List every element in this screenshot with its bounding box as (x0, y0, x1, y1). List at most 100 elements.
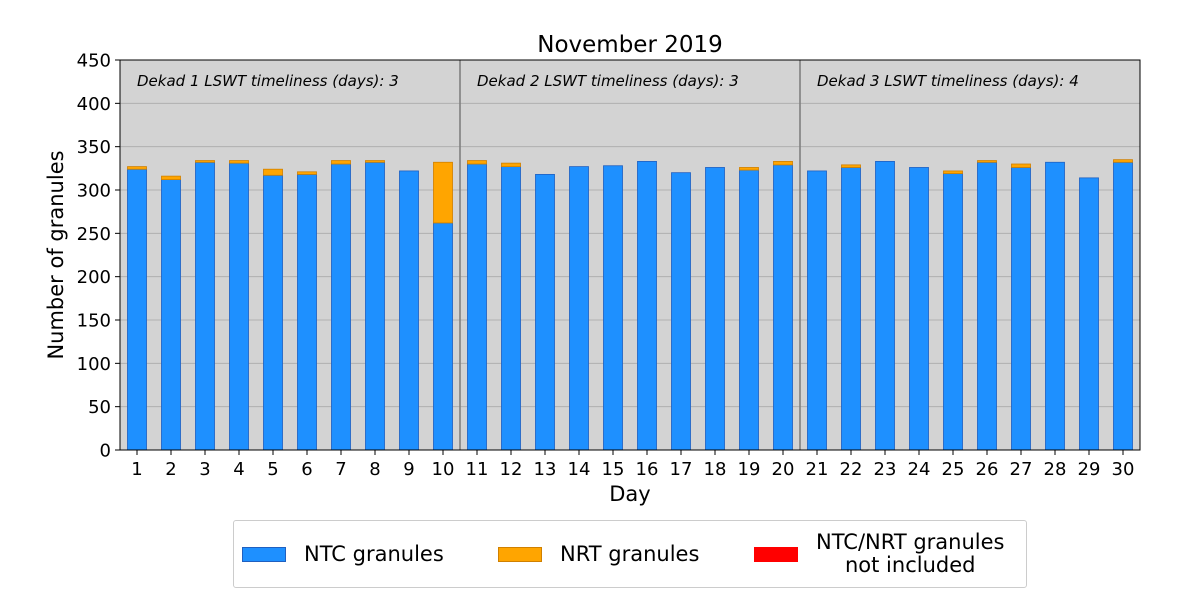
bar-ntc-day-23 (875, 160, 895, 451)
bar-ntc-day-24 (909, 167, 929, 451)
legend: NTC granules NRT granules NTC/NRT granul… (233, 520, 1027, 588)
x-tick-label: 6 (301, 459, 312, 480)
legend-swatch-nrt (498, 546, 542, 562)
legend-label-excluded-line1: NTC/NRT granules (816, 530, 1005, 554)
bar-ntc-day-21 (807, 170, 827, 451)
y-tick-label: 200 (77, 267, 111, 288)
x-tick-label: 11 (466, 459, 489, 480)
bar-ntc-day-3 (195, 161, 215, 451)
legend-item-nrt: NRT granules (498, 521, 699, 587)
bar-nrt-day-12 (501, 162, 521, 167)
x-tick-label: 22 (840, 459, 863, 480)
bar-ntc-day-12 (501, 166, 521, 451)
bar-ntc-day-8 (365, 161, 385, 451)
bar-ntc-day-2 (161, 179, 181, 451)
bar-ntc-day-6 (297, 173, 317, 451)
bar-ntc-day-16 (637, 160, 657, 451)
chart-title: November 2019 (537, 32, 723, 58)
dekad-annotation-3: Dekad 3 LSWT timeliness (days): 4 (817, 72, 1079, 90)
y-tick-label: 400 (77, 94, 111, 115)
bar-nrt-day-4 (229, 160, 249, 164)
bar-ntc-day-20 (773, 164, 793, 451)
x-tick-label: 16 (636, 459, 659, 480)
legend-swatch-ntc (242, 546, 286, 562)
bar-ntc-day-22 (841, 167, 861, 451)
x-tick-label: 1 (131, 459, 142, 480)
bar-ntc-day-10 (433, 222, 453, 451)
bar-nrt-day-6 (297, 171, 317, 175)
bar-nrt-day-10 (433, 161, 453, 224)
bar-ntc-day-17 (671, 172, 691, 451)
legend-label-ntc: NTC granules (304, 541, 444, 566)
bar-ntc-day-13 (535, 173, 555, 451)
bar-nrt-day-25 (943, 170, 963, 174)
dekad-annotation-2: Dekad 2 LSWT timeliness (days): 3 (477, 72, 739, 90)
legend-label-nrt: NRT granules (560, 541, 700, 566)
y-tick-label: 0 (100, 441, 111, 462)
x-tick-label: 28 (1044, 459, 1067, 480)
bar-ntc-day-26 (977, 161, 997, 451)
y-tick-label: 350 (77, 137, 111, 158)
bar-nrt-day-7 (331, 160, 351, 165)
x-tick-label: 9 (403, 459, 414, 480)
bar-ntc-day-27 (1011, 167, 1031, 451)
x-tick-label: 19 (738, 459, 761, 480)
x-tick-label: 27 (1010, 459, 1033, 480)
x-tick-label: 10 (432, 459, 455, 480)
bar-ntc-day-18 (705, 167, 725, 451)
bar-nrt-day-2 (161, 175, 181, 180)
bar-ntc-day-30 (1113, 161, 1133, 451)
x-tick-label: 26 (976, 459, 999, 480)
x-tick-label: 8 (369, 459, 380, 480)
bar-ntc-day-11 (467, 163, 487, 451)
y-tick-label: 150 (77, 311, 111, 332)
bar-ntc-day-7 (331, 163, 351, 451)
x-tick-label: 30 (1112, 459, 1135, 480)
x-axis-label: Day (609, 482, 650, 506)
bar-nrt-day-27 (1011, 163, 1031, 168)
bar-ntc-day-15 (603, 165, 623, 451)
x-tick-label: 20 (772, 459, 795, 480)
x-tick-label: 21 (806, 459, 829, 480)
x-tick-label: 29 (1078, 459, 1101, 480)
bar-ntc-day-25 (943, 173, 963, 451)
bar-nrt-day-1 (127, 166, 147, 170)
y-tick-label: 50 (88, 397, 111, 418)
y-tick-label: 100 (77, 354, 111, 375)
bar-ntc-day-9 (399, 170, 419, 451)
x-tick-label: 7 (335, 459, 346, 480)
x-tick-label: 24 (908, 459, 931, 480)
bar-ntc-day-19 (739, 169, 759, 451)
x-tick-label: 15 (602, 459, 625, 480)
x-tick-label: 13 (534, 459, 557, 480)
x-tick-label: 23 (874, 459, 897, 480)
y-tick-label: 250 (77, 224, 111, 245)
x-tick-label: 25 (942, 459, 965, 480)
bar-ntc-day-29 (1079, 177, 1099, 451)
bar-nrt-day-22 (841, 164, 861, 168)
bar-nrt-day-5 (263, 168, 283, 176)
bar-nrt-day-8 (365, 160, 385, 163)
bar-nrt-day-19 (739, 167, 759, 171)
x-tick-label: 4 (233, 459, 244, 480)
x-tick-label: 5 (267, 459, 278, 480)
x-tick-label: 12 (500, 459, 523, 480)
bar-ntc-day-28 (1045, 161, 1065, 451)
x-tick-label: 14 (568, 459, 591, 480)
x-tick-label: 17 (670, 459, 693, 480)
legend-item-excluded: NTC/NRT granules not included (754, 521, 1004, 587)
legend-swatch-excluded (754, 546, 798, 562)
bar-nrt-day-26 (977, 160, 997, 163)
legend-item-ntc: NTC granules (242, 521, 444, 587)
bar-nrt-day-20 (773, 160, 793, 166)
bar-ntc-day-1 (127, 168, 147, 451)
plot-frame (119, 59, 1141, 451)
bar-ntc-day-4 (229, 162, 249, 451)
x-tick-label: 3 (199, 459, 210, 480)
legend-label-excluded-line2: not included (844, 553, 976, 577)
bar-nrt-day-11 (467, 160, 487, 165)
plot-area (120, 60, 1140, 450)
dekad-annotation-1: Dekad 1 LSWT timeliness (days): 3 (137, 72, 399, 90)
x-tick-label: 18 (704, 459, 727, 480)
